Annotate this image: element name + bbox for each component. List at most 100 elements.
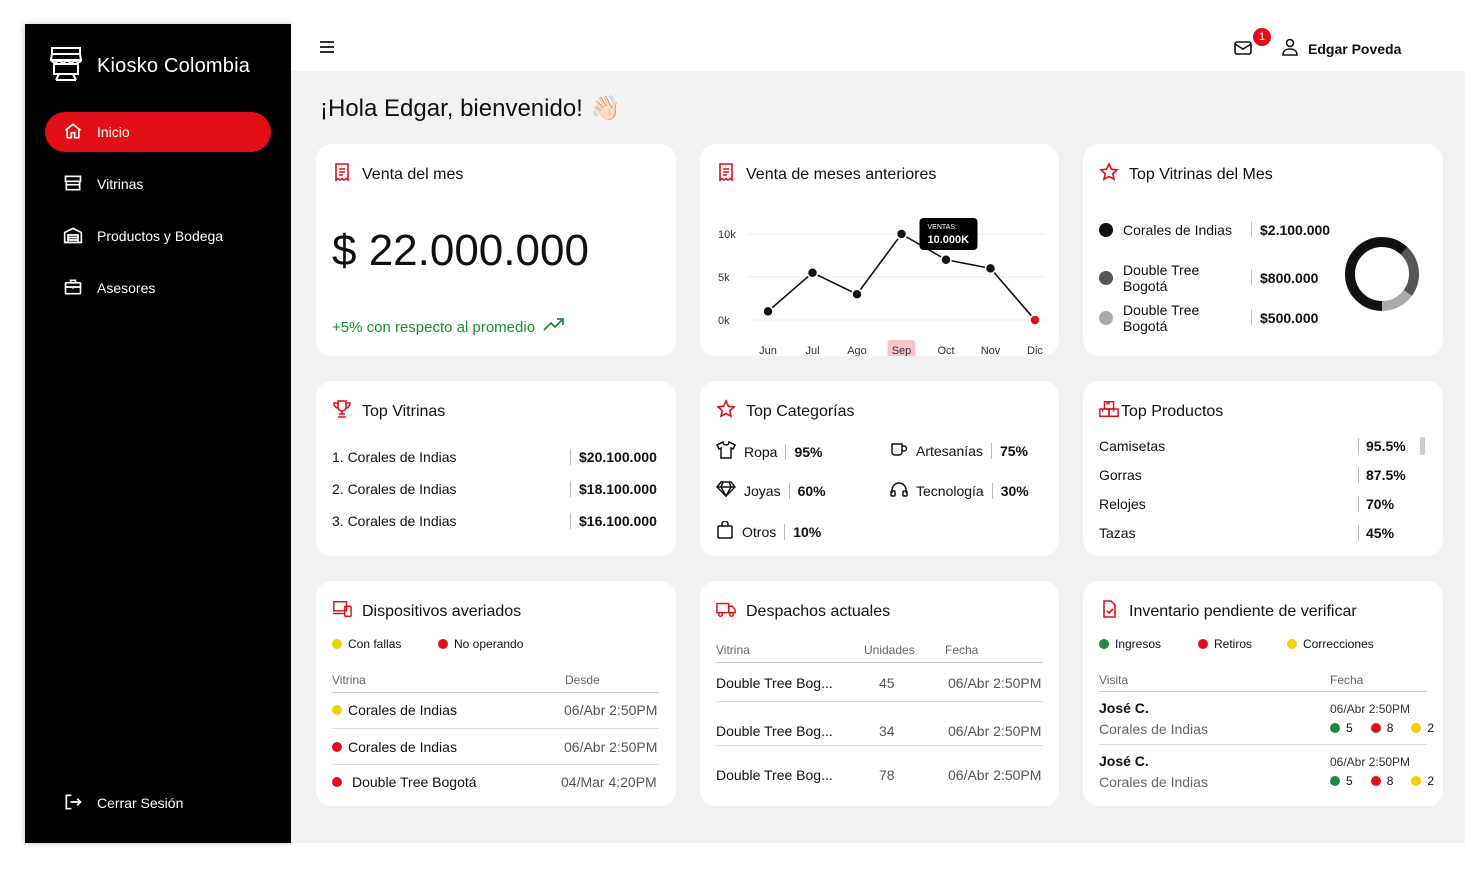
vitrina-value: $20.100.000 — [570, 449, 657, 465]
card-title-text: Top Productos — [1121, 402, 1224, 420]
devices-icon — [332, 599, 352, 624]
device-vitrina: Corales de Indias — [348, 739, 457, 755]
dispatch-vitrina[interactable]: Double Tree Bog... — [716, 767, 833, 783]
device-vitrina: Double Tree Bogotá — [352, 774, 477, 790]
tooltip-value: 10.000K — [928, 234, 970, 246]
red-dot — [438, 639, 448, 649]
donut-slice — [1345, 237, 1419, 311]
legend-correcciones: Correcciones — [1287, 637, 1374, 651]
sidebar-item-inicio[interactable]: Inicio — [45, 112, 271, 152]
divider — [1251, 310, 1252, 326]
data-point — [940, 254, 952, 266]
card-title: Dispositivos averiados — [332, 599, 521, 624]
count-ingresos: 5 — [1346, 774, 1353, 788]
category-joyas[interactable]: Joyas 60% — [715, 481, 826, 500]
dispatch-units: 78 — [879, 767, 895, 783]
scrollbar[interactable] — [1420, 437, 1425, 455]
list-item[interactable]: Corales de Indias $2.100.000 — [1099, 222, 1330, 238]
card-title: Top Productos — [1099, 399, 1223, 424]
list-item[interactable]: Double Tree Bogotá $800.000 — [1099, 262, 1318, 294]
wave-icon: 👋🏻 — [590, 95, 621, 122]
x-tick-label: Jul — [805, 345, 819, 356]
hamburger-menu-icon[interactable] — [319, 40, 335, 54]
category-tecnologia[interactable]: Tecnología 30% — [890, 481, 1029, 500]
item-name: Corales de Indias — [1123, 222, 1232, 238]
divider — [716, 662, 1043, 663]
legend-label: Ingresos — [1115, 637, 1162, 651]
user-menu[interactable]: Edgar Poveda — [1281, 38, 1401, 59]
legend-no-operando: No operando — [438, 637, 523, 651]
dispatch-vitrina[interactable]: Double Tree Bog... — [716, 675, 833, 691]
headphones-icon — [890, 481, 908, 500]
red-dot — [1370, 776, 1381, 786]
highlight-bg — [887, 340, 916, 356]
truck-icon — [716, 599, 736, 624]
divider — [1099, 691, 1427, 692]
yellow-dot — [332, 639, 342, 649]
notification-badge[interactable]: 1 — [1252, 27, 1272, 47]
table-row[interactable]: Corales de Indias — [332, 739, 457, 755]
card-inventario: Inventario pendiente de verificar Ingres… — [1083, 581, 1443, 806]
product-pct: 95.5% — [1358, 438, 1406, 454]
card-title-text: Despachos actuales — [746, 602, 891, 620]
visit-person[interactable]: José C. — [1099, 753, 1149, 769]
column-header: Unidades — [864, 643, 915, 657]
product-pct: 45% — [1358, 525, 1394, 541]
data-point — [895, 228, 908, 240]
item-name: Double Tree Bogotá — [1123, 262, 1200, 294]
dispatch-date: 06/Abr 2:50PM — [948, 675, 1042, 691]
y-tick-label: 0k — [718, 315, 730, 327]
divider — [990, 442, 992, 459]
item-name: Double Tree Bogotá — [1123, 302, 1200, 334]
yellow-dot — [1411, 723, 1422, 733]
item-value: $2.100.000 — [1260, 222, 1331, 238]
category-name: Artesanías — [916, 442, 983, 459]
card-title-text: Top Categorías — [746, 402, 855, 420]
legend-ingresos: Ingresos — [1099, 637, 1161, 651]
greeting-text: ¡Hola Edgar, bienvenido! — [320, 94, 583, 122]
logout-button[interactable]: Cerrar Sesión — [45, 783, 271, 823]
category-artesanias[interactable]: Artesanías 75% — [890, 441, 1028, 460]
legend-dot — [1099, 271, 1113, 285]
divider — [785, 443, 787, 460]
product-name: Gorras — [1099, 467, 1142, 483]
dispatch-date: 06/Abr 2:50PM — [948, 723, 1042, 739]
card-title: Despachos actuales — [716, 599, 890, 624]
mail-icon[interactable] — [1234, 40, 1252, 61]
divider — [716, 745, 1043, 746]
sales-amount: $ 22.000.000 — [332, 226, 589, 275]
x-tick-label: Ago — [847, 345, 867, 356]
card-dispositivos: Dispositivos averiados Con fallas No ope… — [316, 581, 676, 806]
device-date: 04/Mar 4:20PM — [561, 774, 657, 790]
status-dot — [332, 742, 342, 752]
category-name: Tecnología — [916, 482, 984, 499]
main-content: 1 Edgar Poveda ¡Hola Edgar, bienvenido! … — [291, 24, 1465, 843]
card-title-text: Top Vitrinas — [362, 402, 446, 420]
card-top-vitrinas: Top Vitrinas 1. Corales de Indias $20.10… — [316, 381, 676, 556]
table-row[interactable]: Corales de Indias — [332, 702, 457, 718]
legend-label: Retiros — [1214, 637, 1253, 651]
device-vitrina: Corales de Indias — [348, 702, 457, 718]
visit-counts: 5 8 2 — [1330, 721, 1434, 735]
card-top-productos: Top Productos Camisetas 95.5% Gorras 87.… — [1083, 381, 1443, 556]
legend-con-fallas: Con fallas — [332, 637, 401, 651]
visit-person[interactable]: José C. — [1099, 700, 1149, 716]
yellow-dot — [1287, 639, 1297, 649]
sidebar-item-vitrinas[interactable]: Vitrinas — [45, 164, 271, 204]
table-row[interactable]: Double Tree Bogotá — [332, 774, 477, 790]
green-dot — [1330, 723, 1340, 733]
category-ropa[interactable]: Ropa 95% — [715, 440, 823, 462]
vitrina-value: $16.100.000 — [570, 513, 657, 529]
brand[interactable]: Kiosko Colombia — [49, 46, 250, 87]
visit-place: Corales de Indias — [1099, 774, 1208, 790]
sidebar-item-label: Asesores — [97, 280, 156, 296]
card-top-vitrinas-mes: Top Vitrinas del Mes Corales de Indias $… — [1083, 144, 1443, 356]
column-header: Vitrina — [332, 673, 366, 687]
device-date: 06/Abr 2:50PM — [564, 702, 658, 718]
dispatch-vitrina[interactable]: Double Tree Bog... — [716, 723, 833, 739]
sidebar-item-asesores[interactable]: Asesores — [45, 268, 271, 308]
sales-comparison: +5% con respecto al promedio — [332, 318, 565, 336]
sidebar-item-productos[interactable]: Productos y Bodega — [45, 216, 271, 256]
category-otros[interactable]: Otros 10% — [716, 520, 821, 542]
list-item[interactable]: Double Tree Bogotá $500.000 — [1099, 302, 1318, 334]
